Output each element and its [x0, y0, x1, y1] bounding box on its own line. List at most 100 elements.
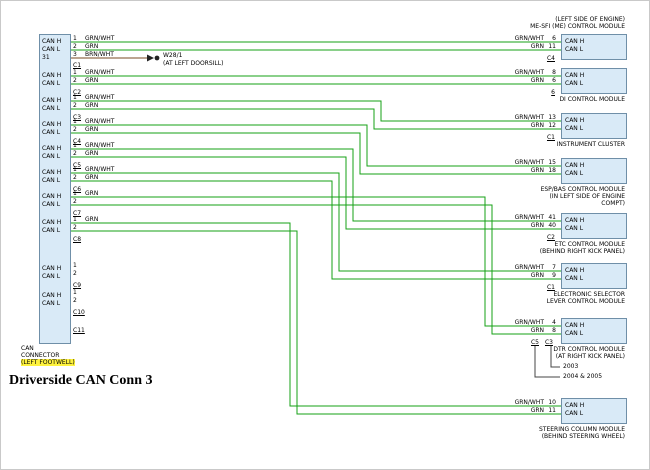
- module-pin-signal: CAN H: [565, 72, 585, 79]
- module-box: [561, 158, 627, 184]
- left-pin-signal: CAN H: [42, 97, 62, 104]
- module-pin-signal: CAN L: [565, 275, 584, 282]
- left-connector-id: C7: [73, 210, 82, 217]
- left-pin-signal: CAN L: [42, 129, 61, 136]
- wire-color-label: GRN/WHT: [85, 69, 115, 76]
- module-pin-number: 15: [548, 159, 556, 166]
- left-pin-signal: CAN L: [42, 201, 61, 208]
- module-name: DI CONTROL MODULE: [559, 96, 625, 103]
- module-box: [561, 398, 627, 424]
- left-pin-number: 1: [73, 94, 77, 101]
- module-pin-number: 13: [548, 114, 556, 121]
- wire-color-label: GRN: [530, 407, 544, 414]
- module-pin-signal: CAN H: [565, 38, 585, 45]
- module-pin-signal: CAN H: [565, 402, 585, 409]
- left-pin-signal: CAN H: [42, 121, 62, 128]
- wire-color-label: GRN: [530, 122, 544, 129]
- left-pin-number: 2: [73, 43, 77, 50]
- left-pin-number: 2: [73, 174, 77, 181]
- connector-caption-line: CONNECTOR: [21, 352, 60, 359]
- left-pin-signal: CAN L: [42, 177, 61, 184]
- module-pin-signal: CAN L: [565, 80, 584, 87]
- module-name: ME-SFI (ME) CONTROL MODULE: [530, 23, 625, 30]
- wire-color-label: BRN/WHT: [85, 51, 114, 58]
- left-pin-signal: CAN H: [42, 265, 62, 272]
- module-pin-signal: CAN H: [565, 162, 585, 169]
- module-pin-signal: CAN H: [565, 267, 585, 274]
- module-connector-id: C1: [546, 284, 555, 291]
- left-pin-signal: CAN H: [42, 193, 62, 200]
- module-pin-signal: CAN L: [565, 410, 584, 417]
- wire-color-label: GRN: [85, 102, 99, 109]
- module-name: (AT RIGHT KICK PANEL): [555, 353, 625, 360]
- wire: [71, 132, 561, 175]
- module-name: STEERING COLUMN MODULE: [538, 426, 625, 433]
- left-connector-id: C6: [73, 186, 82, 193]
- module-name: (BEHIND STEERING WHEEL): [541, 433, 625, 440]
- left-connector-id: C5: [73, 162, 82, 169]
- left-connector-id: C9: [73, 282, 82, 289]
- year-note: 2003: [563, 363, 579, 370]
- left-pin-signal: CAN L: [42, 300, 61, 307]
- left-pin-signal: CAN L: [42, 273, 61, 280]
- wire-color-label: GRN: [530, 167, 544, 174]
- wire-color-label: GRN/WHT: [514, 214, 544, 221]
- left-pin-signal: CAN H: [42, 145, 62, 152]
- wire-color-label: GRN/WHT: [85, 142, 115, 149]
- wire-color-label: GRN/WHT: [514, 114, 544, 121]
- module-name: ETC CONTROL MODULE: [554, 241, 625, 248]
- wire: [71, 156, 561, 230]
- module-box: [561, 263, 627, 289]
- left-pin-signal: 31: [42, 54, 50, 61]
- left-connector-id: C1: [73, 62, 82, 69]
- module-connector-id: C5: [530, 339, 539, 346]
- left-pin-number: 2: [73, 270, 77, 277]
- wire-color-label: GRN/WHT: [514, 159, 544, 166]
- module-name: COMPT): [601, 200, 625, 207]
- left-connector-id: C8: [73, 236, 82, 243]
- module-pin-number: 18: [548, 167, 556, 174]
- left-pin-number: 2: [73, 198, 77, 205]
- module-pin-signal: CAN L: [565, 125, 584, 132]
- wire-color-label: GRN/WHT: [85, 166, 115, 173]
- module-box: [561, 213, 627, 239]
- module-pin-number: 9: [552, 272, 556, 279]
- module-connector-id: C3: [544, 339, 553, 346]
- wire-color-label: GRN: [85, 77, 99, 84]
- wire-color-label: GRN: [530, 77, 544, 84]
- can-connector-box: [39, 34, 71, 344]
- module-name: DTR CONTROL MODULE: [553, 346, 625, 353]
- left-pin-number: 1: [73, 35, 77, 42]
- module-connector-id: C4: [546, 55, 555, 62]
- left-pin-signal: CAN L: [42, 46, 61, 53]
- wire-color-label: GRN: [530, 272, 544, 279]
- module-pin-number: 12: [548, 122, 556, 129]
- wire: [71, 100, 561, 122]
- module-pin-number: 4: [552, 319, 556, 326]
- module-box: [561, 113, 627, 139]
- module-pin-number: 10: [548, 399, 556, 406]
- module-pin-number: 6: [552, 35, 556, 42]
- left-pin-signal: CAN H: [42, 38, 62, 45]
- wire: [71, 196, 561, 327]
- module-pin-signal: CAN H: [565, 117, 585, 124]
- wire-color-label: GRN: [530, 43, 544, 50]
- wire-color-label: GRN: [85, 43, 99, 50]
- module-name: INSTRUMENT CLUSTER: [556, 141, 625, 148]
- module-box: [561, 318, 627, 344]
- module-connector-id: 6: [551, 89, 555, 96]
- module-name: (LEFT SIDE OF ENGINE): [555, 16, 625, 23]
- module-name: (IN LEFT SIDE OF ENGINE: [549, 193, 625, 200]
- wire-color-label: GRN/WHT: [514, 264, 544, 271]
- left-pin-signal: CAN H: [42, 219, 62, 226]
- left-connector-id: C2: [73, 89, 82, 96]
- left-pin-number: 1: [73, 289, 77, 296]
- wire-color-label: GRN: [85, 150, 99, 157]
- left-pin-signal: CAN H: [42, 292, 62, 299]
- module-pin-signal: CAN H: [565, 217, 585, 224]
- wire: [71, 148, 561, 222]
- wire: [71, 108, 561, 130]
- left-pin-number: 2: [73, 77, 77, 84]
- module-name: (BEHIND RIGHT KICK PANEL): [539, 248, 625, 255]
- wire: [71, 180, 561, 280]
